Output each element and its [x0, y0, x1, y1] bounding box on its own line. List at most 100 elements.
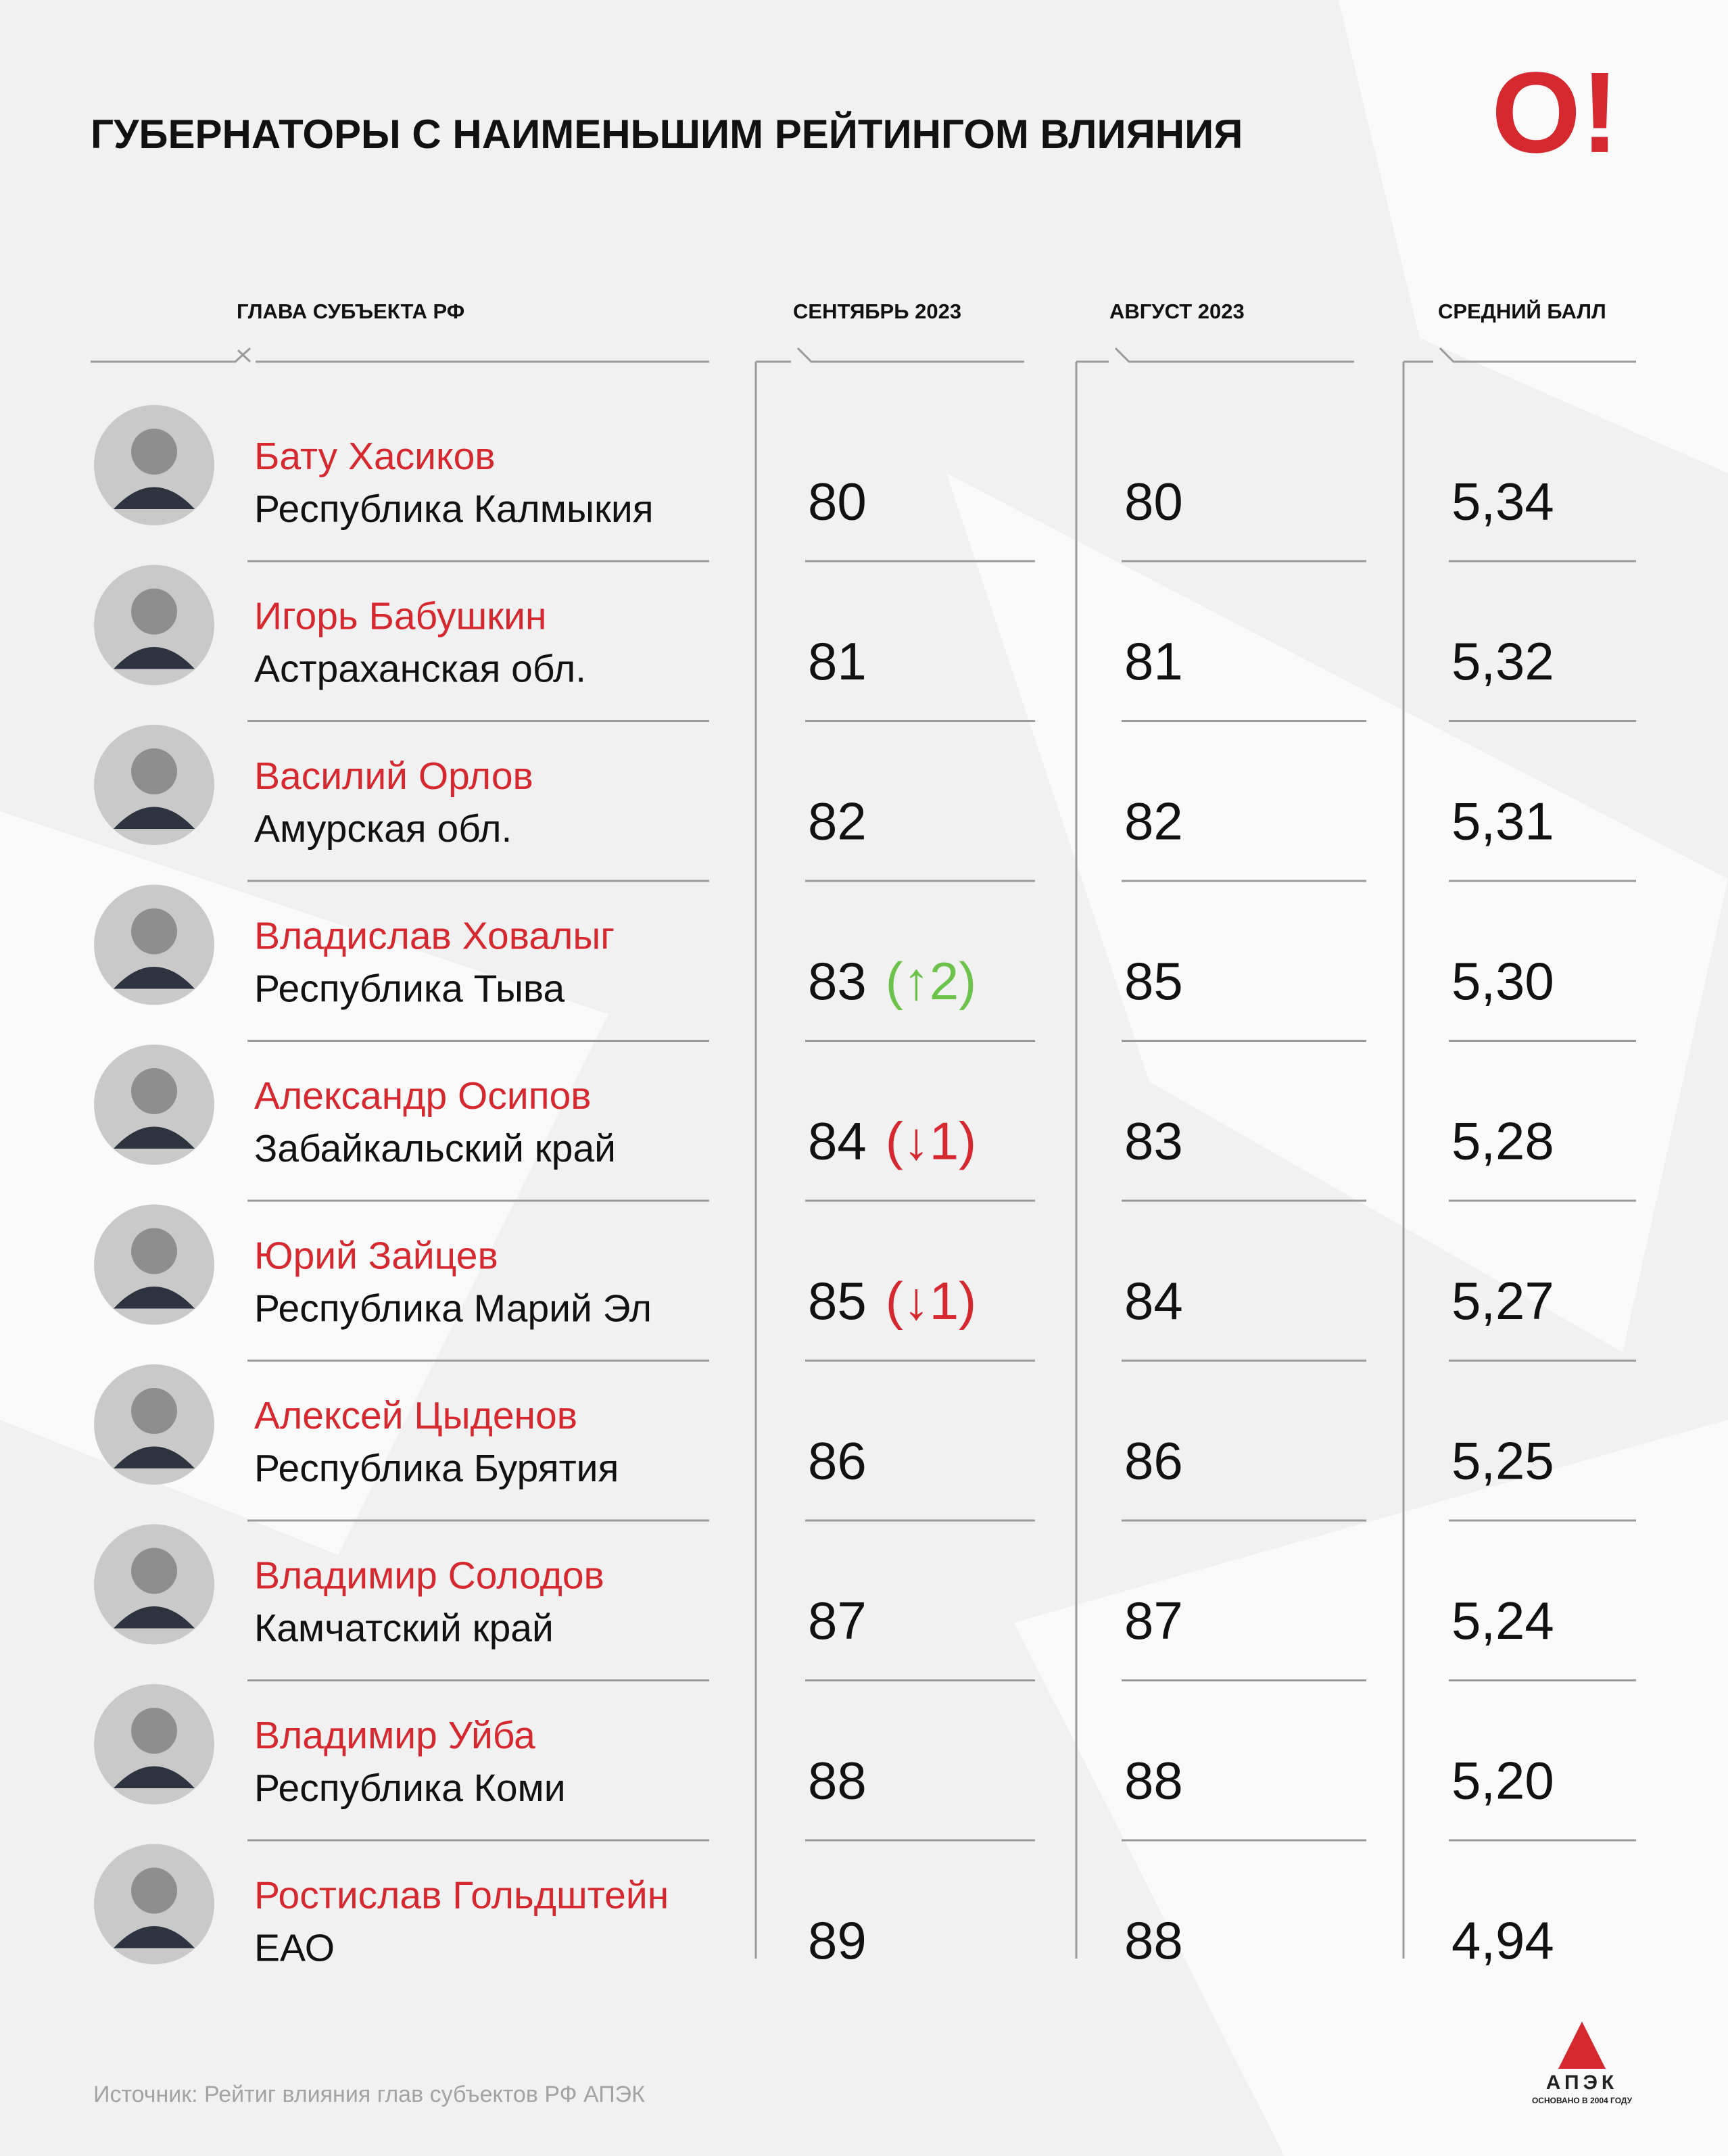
region: Республика Марий Эл [254, 1287, 652, 1331]
august-value: 87 [1124, 1591, 1183, 1650]
photo-head [131, 588, 177, 635]
column-header: СРЕДНИЙ БАЛЛ [1438, 299, 1606, 323]
table: ГЛАВА СУБЪЕКТА РФ СЕНТЯБРЬ 2023 АВГУСТ 2… [91, 299, 1636, 1959]
region: Астраханская обл. [254, 648, 586, 691]
logo: O! [1491, 49, 1619, 177]
august-value: 83 [1124, 1111, 1183, 1171]
row: Александр Осипов Забайкальский край 84 (↓1)… [94, 1045, 1636, 1202]
photo-body [114, 1926, 195, 1948]
header-rule [756, 347, 1024, 363]
august-value: 86 [1124, 1431, 1183, 1491]
average-value: 4,94 [1451, 1911, 1554, 1970]
governor-name: Владислав Ховалыг [254, 915, 615, 958]
region: Республика Бурятия [254, 1447, 619, 1490]
photo-body [114, 647, 195, 669]
september-value: 80 [808, 472, 867, 531]
row: Ростислав Гольдштейн ЕАО 89 88 4,94 [94, 1844, 1554, 1970]
photo-body [114, 807, 195, 829]
average-value: 5,34 [1451, 472, 1554, 531]
column-header: СЕНТЯБРЬ 2023 [793, 300, 961, 323]
header-rule [1403, 347, 1636, 363]
average-value: 5,20 [1451, 1751, 1554, 1811]
average-value: 5,30 [1451, 951, 1554, 1011]
row: Владислав Ховалыг Республика Тыва 83 (↑2) 85… [94, 884, 1636, 1042]
header-rule [1076, 347, 1354, 363]
row: Владимир Солодов Камчатский край 87 87 5,24 [94, 1524, 1636, 1681]
brand: АПЭК [1546, 2071, 1618, 2094]
september-value: 89 [808, 1911, 867, 1970]
brand-note: ОСНОВАНО В 2004 ГОДУ [1532, 2096, 1633, 2105]
governor-name: Владимир Уйба [254, 1714, 535, 1757]
region: Амурская обл. [254, 807, 512, 851]
august-value: 80 [1124, 472, 1183, 531]
governor-name: Александр Осипов [254, 1074, 592, 1118]
title: ГУБЕРНАТОРЫ С НАИМЕНЬШИМ РЕЙТИНГОМ ВЛИЯН… [91, 112, 1243, 157]
photo-head [131, 429, 177, 475]
change: (↓1) [886, 1271, 976, 1331]
average-value: 5,32 [1451, 631, 1554, 691]
september-value: 85 [808, 1271, 867, 1331]
change: (↑2) [886, 951, 976, 1011]
photo-head [131, 1228, 177, 1274]
governor-name: Бату Хасиков [254, 435, 496, 478]
august-value: 84 [1124, 1271, 1183, 1331]
september-value: 81 [808, 631, 867, 691]
september-value: 83 [808, 951, 867, 1011]
august-value: 88 [1124, 1751, 1183, 1811]
row: Василий Орлов Амурская обл. 82 82 5,31 [94, 725, 1636, 882]
region: Забайкальский край [254, 1127, 616, 1170]
average-value: 5,28 [1451, 1111, 1554, 1171]
row: Алексей Цыденов Республика Бурятия 86 86 5,2… [94, 1364, 1636, 1522]
row: Игорь Бабушкин Астраханская обл. 81 81 5,32 [94, 565, 1636, 722]
column-header: АВГУСТ 2023 [1109, 300, 1245, 323]
september-value: 84 [808, 1111, 867, 1171]
row: Владимир Уйба Республика Коми 88 88 5,20 [94, 1684, 1636, 1842]
header-rule [91, 347, 709, 363]
photo-body [114, 487, 195, 509]
photo-body [114, 1766, 195, 1788]
august-value: 85 [1124, 951, 1183, 1011]
row: Бату Хасиков Республика Калмыкия 80 80 5,34 [94, 405, 1636, 562]
september-value: 82 [808, 792, 867, 851]
governor-name: Василий Орлов [254, 754, 533, 798]
region: Республика Калмыкия [254, 487, 654, 531]
photo-head [131, 748, 177, 794]
photo-head [131, 1548, 177, 1594]
average-value: 5,24 [1451, 1591, 1554, 1650]
average-value: 5,25 [1451, 1431, 1554, 1491]
photo-head [131, 1388, 177, 1434]
photo-body [114, 1126, 195, 1149]
region: Республика Тыва [254, 967, 565, 1011]
august-value: 88 [1124, 1911, 1183, 1970]
row: Юрий Зайцев Республика Марий Эл 85 (↓1) 84 5,… [94, 1204, 1636, 1362]
governor-name: Алексей Цыденов [254, 1394, 577, 1437]
region: Камчатский край [254, 1607, 554, 1650]
photo-head [131, 1708, 177, 1754]
photo-head [131, 908, 177, 955]
region: Республика Коми [254, 1767, 566, 1810]
photo-head [131, 1068, 177, 1114]
photo-body [114, 1446, 195, 1468]
photo-body [114, 967, 195, 989]
change: (↓1) [886, 1111, 976, 1171]
august-value: 81 [1124, 631, 1183, 691]
photo-body [114, 1606, 195, 1629]
governor-name: Игорь Бабушкин [254, 595, 546, 638]
column-header: ГЛАВА СУБЪЕКТА РФ [237, 300, 464, 323]
brand-mark [1558, 2021, 1606, 2069]
august-value: 82 [1124, 792, 1183, 851]
source: Источник: Рейтиг влияния глав субъектов … [93, 2082, 645, 2107]
september-value: 88 [808, 1751, 867, 1811]
governor-name: Ростислав Гольдштейн [254, 1874, 669, 1917]
governor-name: Юрий Зайцев [254, 1235, 498, 1278]
average-value: 5,31 [1451, 792, 1554, 851]
governor-name: Владимир Солодов [254, 1554, 604, 1598]
september-value: 86 [808, 1431, 867, 1491]
photo-head [131, 1867, 177, 1914]
region: ЕАО [254, 1927, 335, 1970]
photo-body [114, 1287, 195, 1309]
september-value: 87 [808, 1591, 867, 1650]
average-value: 5,27 [1451, 1271, 1554, 1331]
